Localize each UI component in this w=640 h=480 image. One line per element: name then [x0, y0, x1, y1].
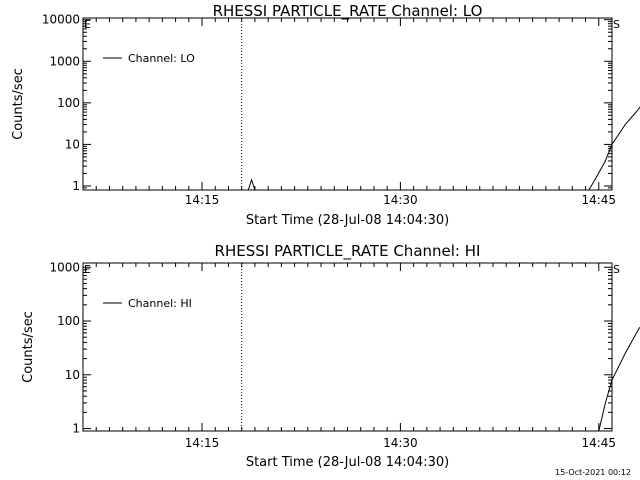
panel-2-marker-label: S [613, 263, 620, 276]
panel-1-legend-label: Channel: LO [128, 52, 195, 65]
panel-1-y-tick-label: 10 [65, 137, 80, 151]
panel-1-y-tick-label: 100 [57, 96, 80, 110]
panel-1-marker-label: S [613, 18, 620, 31]
panel-2-title: RHESSI PARTICLE_RATE Channel: HI [215, 242, 481, 261]
panel-2-y-tick-label: 10 [65, 368, 80, 382]
panel-1-y-tick-label: 1 [72, 179, 80, 193]
panel-1-x-tick-label: 14:45 [581, 193, 616, 207]
panel-2-frame [82, 262, 613, 432]
panel-2-x-tick-label: 14:15 [185, 436, 220, 450]
panel-1-y-tick-label: 10000 [42, 13, 80, 27]
panel-1-x-tick-label: 14:30 [383, 193, 418, 207]
panel-1-frame [82, 17, 613, 191]
panel-2-y-tick-label: 1000 [49, 260, 80, 274]
panel-2-y-axis-label: Counts/sec [21, 311, 36, 383]
panel-1-y-axis-label: Counts/sec [11, 68, 26, 140]
panel-2-x-tick-label: 14:45 [581, 436, 616, 450]
generated-timestamp: 15-Oct-2021 00:12 [555, 468, 631, 477]
panel-2-marker-label: E [84, 263, 91, 276]
panel-1-title: RHESSI PARTICLE_RATE Channel: LO [213, 2, 483, 21]
panel-2-x-axis-label: Start Time (28-Jul-08 14:04:30) [246, 455, 449, 470]
panel-1-x-axis-label: Start Time (28-Jul-08 14:04:30) [246, 213, 449, 228]
panel-2-series-line [598, 326, 640, 432]
panel-2-x-tick-label: 14:30 [383, 436, 418, 450]
panel-1-marker-label: E [84, 18, 91, 31]
panel-1-series-line [247, 106, 640, 191]
panel-2-y-tick-label: 100 [57, 314, 80, 328]
panel-2-y-tick-label: 1 [72, 422, 80, 436]
panel-1-x-tick-label: 14:15 [185, 193, 220, 207]
panel-2-legend-label: Channel: HI [128, 297, 192, 310]
panel-1-y-tick-label: 1000 [49, 54, 80, 68]
